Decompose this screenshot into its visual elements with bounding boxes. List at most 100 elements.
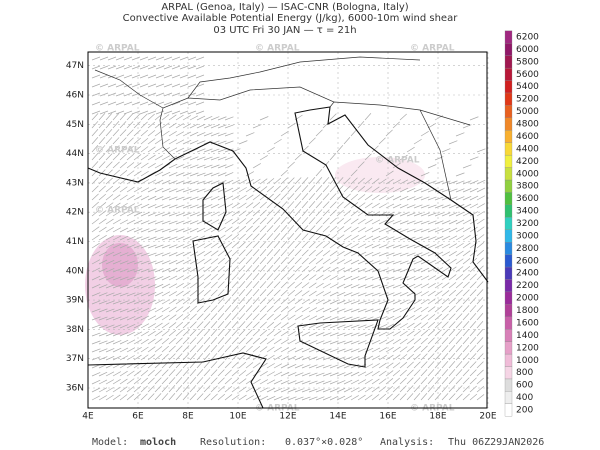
wind-barb bbox=[329, 250, 338, 257]
wind-barb bbox=[238, 394, 247, 401]
wind-barb bbox=[224, 345, 232, 353]
wind-barb bbox=[224, 265, 232, 273]
wind-barb bbox=[224, 273, 232, 281]
wind-barb bbox=[182, 306, 191, 313]
wind-barb bbox=[154, 377, 162, 385]
wind-barb bbox=[392, 260, 402, 265]
wind-barb bbox=[392, 323, 402, 329]
wind-barb bbox=[217, 281, 225, 289]
wind-barb bbox=[413, 204, 423, 209]
wind-barb bbox=[322, 356, 332, 361]
wind-barb bbox=[476, 187, 486, 193]
wind-barb bbox=[126, 347, 136, 353]
colorbar-label: 2600 bbox=[516, 256, 539, 266]
wind-barb bbox=[259, 321, 267, 329]
wind-barb bbox=[175, 259, 185, 265]
wind-barb bbox=[105, 243, 115, 249]
wind-barb bbox=[168, 377, 176, 385]
wind-barb bbox=[203, 188, 213, 193]
wind-barb bbox=[455, 297, 463, 305]
wind-barb bbox=[252, 273, 260, 281]
wind-barb bbox=[252, 354, 261, 361]
wind-barb bbox=[322, 225, 330, 233]
wind-barb bbox=[406, 361, 414, 369]
wind-barb bbox=[343, 185, 351, 193]
wind-barb bbox=[434, 243, 444, 249]
wind-barb bbox=[413, 220, 423, 225]
wind-barb bbox=[147, 179, 157, 185]
wind-barb bbox=[301, 331, 311, 337]
wind-barb bbox=[139, 56, 149, 61]
wind-barb bbox=[126, 129, 134, 137]
wind-barb bbox=[189, 290, 198, 297]
wind-barb bbox=[371, 347, 381, 353]
wind-barb bbox=[455, 274, 464, 281]
wind-barb bbox=[238, 202, 247, 209]
wind-barb bbox=[196, 204, 206, 209]
wind-barb bbox=[336, 364, 346, 369]
wind-barb bbox=[238, 337, 246, 345]
wind-barb bbox=[343, 348, 353, 353]
wind-barb bbox=[140, 121, 148, 129]
wind-barb bbox=[98, 145, 106, 153]
wind-barb bbox=[168, 306, 177, 313]
wind-barb bbox=[147, 110, 157, 115]
wind-barb bbox=[105, 194, 114, 201]
wind-barb bbox=[427, 337, 435, 345]
wind-barb bbox=[371, 268, 381, 273]
wind-barb bbox=[350, 185, 358, 193]
wind-barb bbox=[126, 121, 134, 129]
wind-barb bbox=[357, 379, 367, 385]
wind-barb bbox=[126, 153, 135, 161]
wind-barb bbox=[364, 268, 374, 273]
wind-barb bbox=[343, 137, 351, 145]
wind-barb bbox=[196, 313, 204, 321]
wind-barb bbox=[154, 228, 164, 233]
wind-barb bbox=[287, 372, 297, 377]
wind-barb bbox=[308, 340, 318, 345]
wind-barb bbox=[441, 148, 451, 153]
wind-barb bbox=[371, 363, 380, 369]
wind-barb bbox=[343, 372, 353, 377]
wind-barb bbox=[140, 393, 148, 401]
wind-barb bbox=[476, 281, 484, 289]
wind-barb bbox=[217, 273, 225, 281]
wind-barb bbox=[406, 204, 416, 209]
wind-barb bbox=[371, 276, 381, 281]
wind-barb bbox=[168, 212, 178, 217]
wind-barb bbox=[343, 267, 353, 273]
wind-barb bbox=[238, 289, 246, 297]
wind-barb bbox=[112, 153, 120, 161]
wind-barb bbox=[175, 385, 183, 393]
wind-barb bbox=[280, 265, 288, 273]
wind-barb bbox=[385, 195, 395, 201]
wind-barb bbox=[392, 276, 402, 281]
wind-barb bbox=[385, 276, 395, 281]
wind-barb bbox=[147, 307, 157, 313]
wind-barb bbox=[140, 307, 150, 313]
wind-barb bbox=[322, 185, 330, 193]
wind-barb bbox=[126, 227, 136, 233]
wind-barb bbox=[350, 340, 360, 345]
wind-barb bbox=[123, 101, 133, 106]
wind-barb bbox=[231, 305, 239, 313]
wind-barb bbox=[112, 308, 122, 313]
wind-barb bbox=[147, 393, 155, 401]
wind-barb bbox=[217, 361, 225, 369]
wind-barb bbox=[140, 284, 150, 289]
wind-barb bbox=[308, 201, 316, 209]
wind-barb bbox=[427, 228, 437, 233]
wind-barb bbox=[385, 354, 394, 361]
wind-barb bbox=[462, 180, 472, 185]
wind-barb bbox=[140, 315, 150, 321]
wind-barb bbox=[420, 244, 430, 249]
wind-barb bbox=[217, 148, 227, 153]
wind-barb bbox=[406, 146, 415, 153]
wind-barb bbox=[182, 313, 191, 321]
wind-barb bbox=[371, 186, 380, 193]
wind-barb bbox=[336, 226, 345, 233]
wind-barb bbox=[196, 227, 206, 233]
wind-barb bbox=[469, 116, 479, 121]
wind-barb bbox=[168, 298, 177, 305]
